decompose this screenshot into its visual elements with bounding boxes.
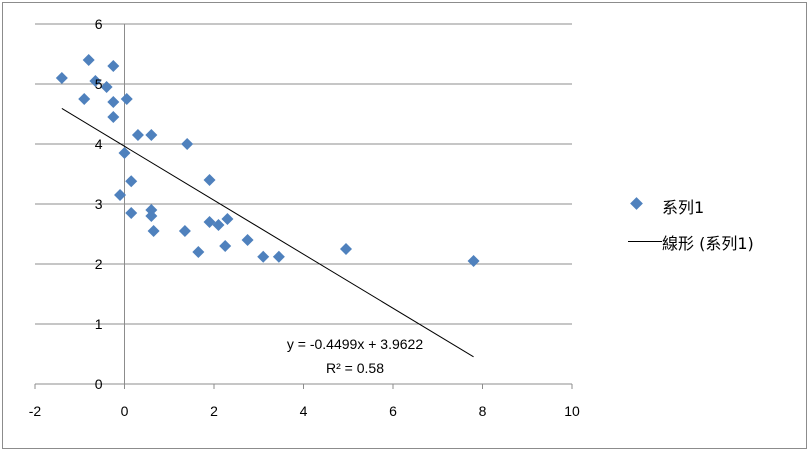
y-tick-label: 1 (95, 316, 103, 332)
data-point (114, 189, 127, 201)
y-tick-label: 0 (95, 376, 103, 392)
data-point (145, 210, 158, 222)
x-tick-label: 4 (300, 403, 308, 419)
x-tick-label: 8 (479, 403, 487, 419)
data-point (100, 81, 113, 93)
y-tick-label: 4 (95, 136, 103, 152)
data-point (257, 250, 270, 263)
data-point (89, 75, 102, 87)
data-point (125, 175, 138, 188)
legend-trendline-label: 線形 (系列1) (662, 234, 754, 253)
y-tick-label: 3 (95, 196, 103, 212)
data-point (55, 72, 68, 84)
data-point (147, 225, 160, 237)
y-tick-label: 2 (95, 256, 103, 272)
x-tick-label: 10 (564, 403, 580, 419)
data-point (203, 174, 216, 186)
data-point (82, 54, 95, 66)
data-point (107, 111, 120, 123)
x-tick-label: 0 (121, 403, 129, 419)
data-point (340, 243, 353, 255)
data-point (221, 213, 234, 225)
x-tick-label: 6 (389, 403, 397, 419)
chart-frame (2, 2, 807, 449)
data-point (219, 240, 232, 252)
data-point (192, 246, 205, 258)
y-tick-label: 5 (95, 76, 103, 92)
data-point (125, 207, 138, 219)
data-point (272, 250, 285, 263)
data-point (107, 96, 120, 108)
data-points (55, 54, 480, 267)
y-tick-labels: 0 1 2 3 4 5 6 (95, 16, 103, 392)
trendline-swatch-icon (628, 241, 662, 242)
data-point (118, 147, 131, 159)
axes (34, 23, 573, 389)
y-tick-label: 6 (95, 16, 103, 32)
data-point (181, 138, 194, 150)
trendline-group (61, 108, 474, 358)
data-point (120, 93, 133, 105)
x-tick-label: 2 (210, 403, 218, 419)
trendline-equation: y = -0.4499x + 3.9622 (287, 336, 423, 352)
x-tick-label: -2 (29, 403, 42, 419)
data-point (131, 129, 144, 141)
data-point (241, 234, 254, 246)
data-point (78, 93, 91, 105)
data-point (107, 60, 120, 72)
data-point (212, 219, 225, 231)
data-point (178, 225, 191, 237)
data-point (145, 129, 158, 141)
data-point (467, 255, 480, 267)
legend-series-label: 系列1 (662, 198, 705, 217)
trendline (61, 108, 474, 358)
x-tick-labels: -2 0 2 4 6 8 10 (29, 403, 580, 419)
r-squared-label: R² = 0.58 (326, 360, 384, 376)
